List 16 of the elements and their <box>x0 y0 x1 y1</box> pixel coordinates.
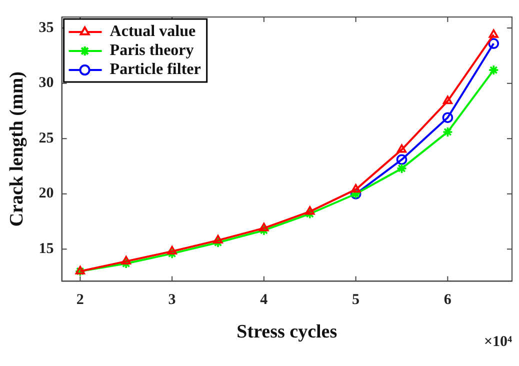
x-axis-title: Stress cycles <box>236 322 338 343</box>
y-tick-label: 30 <box>38 75 54 92</box>
y-tick-label: 25 <box>38 130 54 146</box>
y-tick-label: 35 <box>38 20 54 36</box>
x-tick-label: 2 <box>76 292 84 308</box>
x-tick-label: 3 <box>168 292 176 308</box>
x-tick-label: 6 <box>444 292 452 308</box>
text: ×10⁴ <box>484 334 512 350</box>
y-axis-title: Crack length (mm) <box>6 72 28 227</box>
x-tick-label: 5 <box>352 292 360 308</box>
legend-label: Paris theory <box>110 42 194 60</box>
x-tick-label: 4 <box>260 292 268 308</box>
legend-label: Particle filter <box>110 61 201 78</box>
y-tick-label: 20 <box>38 186 54 202</box>
y-tick-label: 15 <box>38 241 54 258</box>
legend-label: Actual value <box>110 23 196 40</box>
